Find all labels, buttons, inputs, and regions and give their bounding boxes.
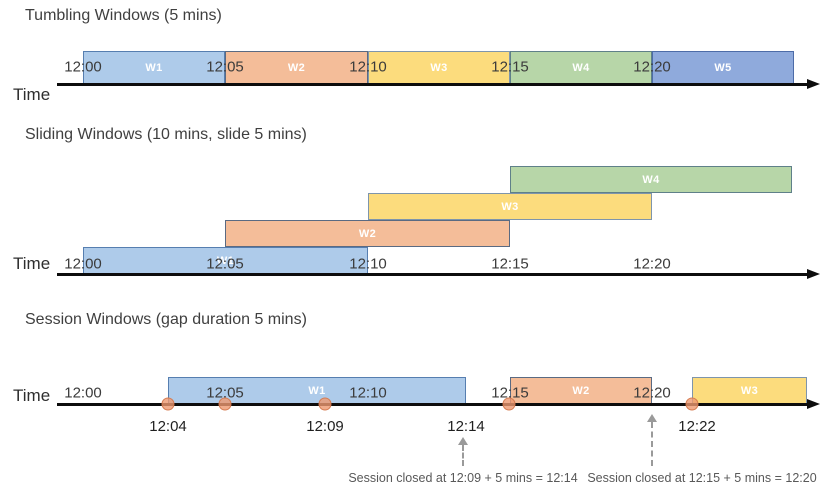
- window-box-sliding-w4: W4: [510, 166, 792, 193]
- window-box-session-w2: W2: [510, 377, 652, 404]
- time-axis-label-sliding: Time: [13, 254, 51, 273]
- tick-label: 12:05: [206, 58, 244, 76]
- section-title-session: Session Windows (gap duration 5 mins): [25, 311, 307, 328]
- callout-arrowhead: [458, 437, 468, 445]
- event-time-label: 12:04: [149, 418, 187, 435]
- window-label: W4: [572, 61, 590, 74]
- window-label: W4: [642, 173, 660, 186]
- window-box-tumbling-w5: W5: [652, 51, 794, 84]
- section-title-sliding: Sliding Windows (10 mins, slide 5 mins): [25, 126, 307, 143]
- window-box-session-w3: W3: [692, 377, 807, 404]
- window-label: W2: [287, 61, 306, 74]
- callout-arrow-line: [462, 445, 464, 466]
- tick-label: 12:15: [491, 58, 529, 76]
- window-box-sliding-w2: W2: [225, 220, 510, 247]
- callout-arrowhead: [647, 414, 657, 422]
- window-label: W3: [501, 200, 519, 213]
- tick-label: 12:10: [349, 384, 387, 402]
- window-label: W1: [145, 61, 163, 74]
- tick-label: 12:15: [491, 384, 529, 402]
- session-closed-annotation: Session closed at 12:15 + 5 mins = 12:20: [587, 471, 817, 485]
- tick-label: 12:05: [206, 255, 244, 273]
- window-label: W2: [358, 227, 377, 240]
- window-box-tumbling-w4: W4: [510, 51, 652, 84]
- time-axis-arrowhead-session: [807, 399, 820, 409]
- window-label: W2: [572, 384, 590, 397]
- event-time-label: 12:22: [678, 418, 716, 435]
- window-label: W3: [430, 61, 448, 74]
- window-label: W1: [216, 254, 235, 267]
- window-box-tumbling-w1: W1: [83, 51, 225, 84]
- tick-label: 12:05: [206, 384, 244, 402]
- time-axis-label-session: Time: [13, 386, 51, 405]
- event-time-label: 12:09: [306, 418, 344, 435]
- time-axis-label-tumbling: Time: [13, 85, 51, 104]
- tick-label: 12:15: [491, 255, 529, 273]
- window-box-sliding-w1: W1: [83, 247, 368, 274]
- tick-label: 12:00: [64, 255, 102, 273]
- window-label: W1: [308, 384, 326, 397]
- tick-label: 12:10: [349, 58, 387, 76]
- callout-arrow-line: [651, 422, 653, 466]
- tick-label: 12:20: [633, 384, 671, 402]
- event-time-label: 12:14: [447, 418, 485, 435]
- tick-label: 12:00: [64, 58, 102, 76]
- time-axis-tumbling: [57, 83, 807, 86]
- event-dot: [318, 397, 332, 411]
- window-box-tumbling-w3: W3: [368, 51, 510, 84]
- event-dot: [685, 397, 699, 411]
- window-box-sliding-w3: W3: [368, 193, 652, 220]
- time-axis-arrowhead-sliding: [807, 269, 820, 279]
- window-label: W5: [714, 61, 732, 74]
- section-title-tumbling: Tumbling Windows (5 mins): [25, 7, 222, 24]
- window-label: W3: [740, 384, 759, 397]
- event-dot: [502, 397, 516, 411]
- time-axis-sliding: [57, 273, 807, 276]
- time-axis-arrowhead-tumbling: [807, 79, 820, 89]
- event-dot: [161, 397, 175, 411]
- window-box-tumbling-w2: W2: [225, 51, 368, 84]
- session-closed-annotation: Session closed at 12:09 + 5 mins = 12:14: [348, 471, 578, 485]
- tick-label: 12:20: [633, 255, 671, 273]
- tick-label: 12:10: [349, 255, 387, 273]
- tick-label: 12:00: [64, 384, 102, 402]
- tick-label: 12:20: [633, 58, 671, 76]
- event-dot: [218, 397, 232, 411]
- time-axis-session: [57, 403, 807, 406]
